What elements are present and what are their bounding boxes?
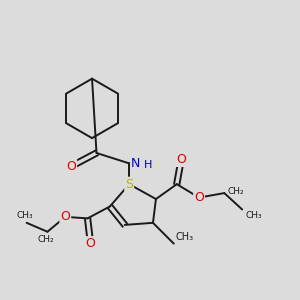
Text: O: O <box>176 153 186 166</box>
Text: N: N <box>131 157 140 170</box>
Text: CH₃: CH₃ <box>17 211 34 220</box>
Text: CH₃: CH₃ <box>245 211 262 220</box>
Text: H: H <box>143 160 152 170</box>
Text: CH₂: CH₂ <box>38 235 54 244</box>
Text: O: O <box>60 210 70 224</box>
Text: CH₃: CH₃ <box>175 232 194 242</box>
Text: S: S <box>125 178 133 191</box>
Text: O: O <box>66 160 76 173</box>
Text: CH₂: CH₂ <box>228 187 244 196</box>
Text: O: O <box>194 191 204 204</box>
Text: O: O <box>85 237 95 250</box>
